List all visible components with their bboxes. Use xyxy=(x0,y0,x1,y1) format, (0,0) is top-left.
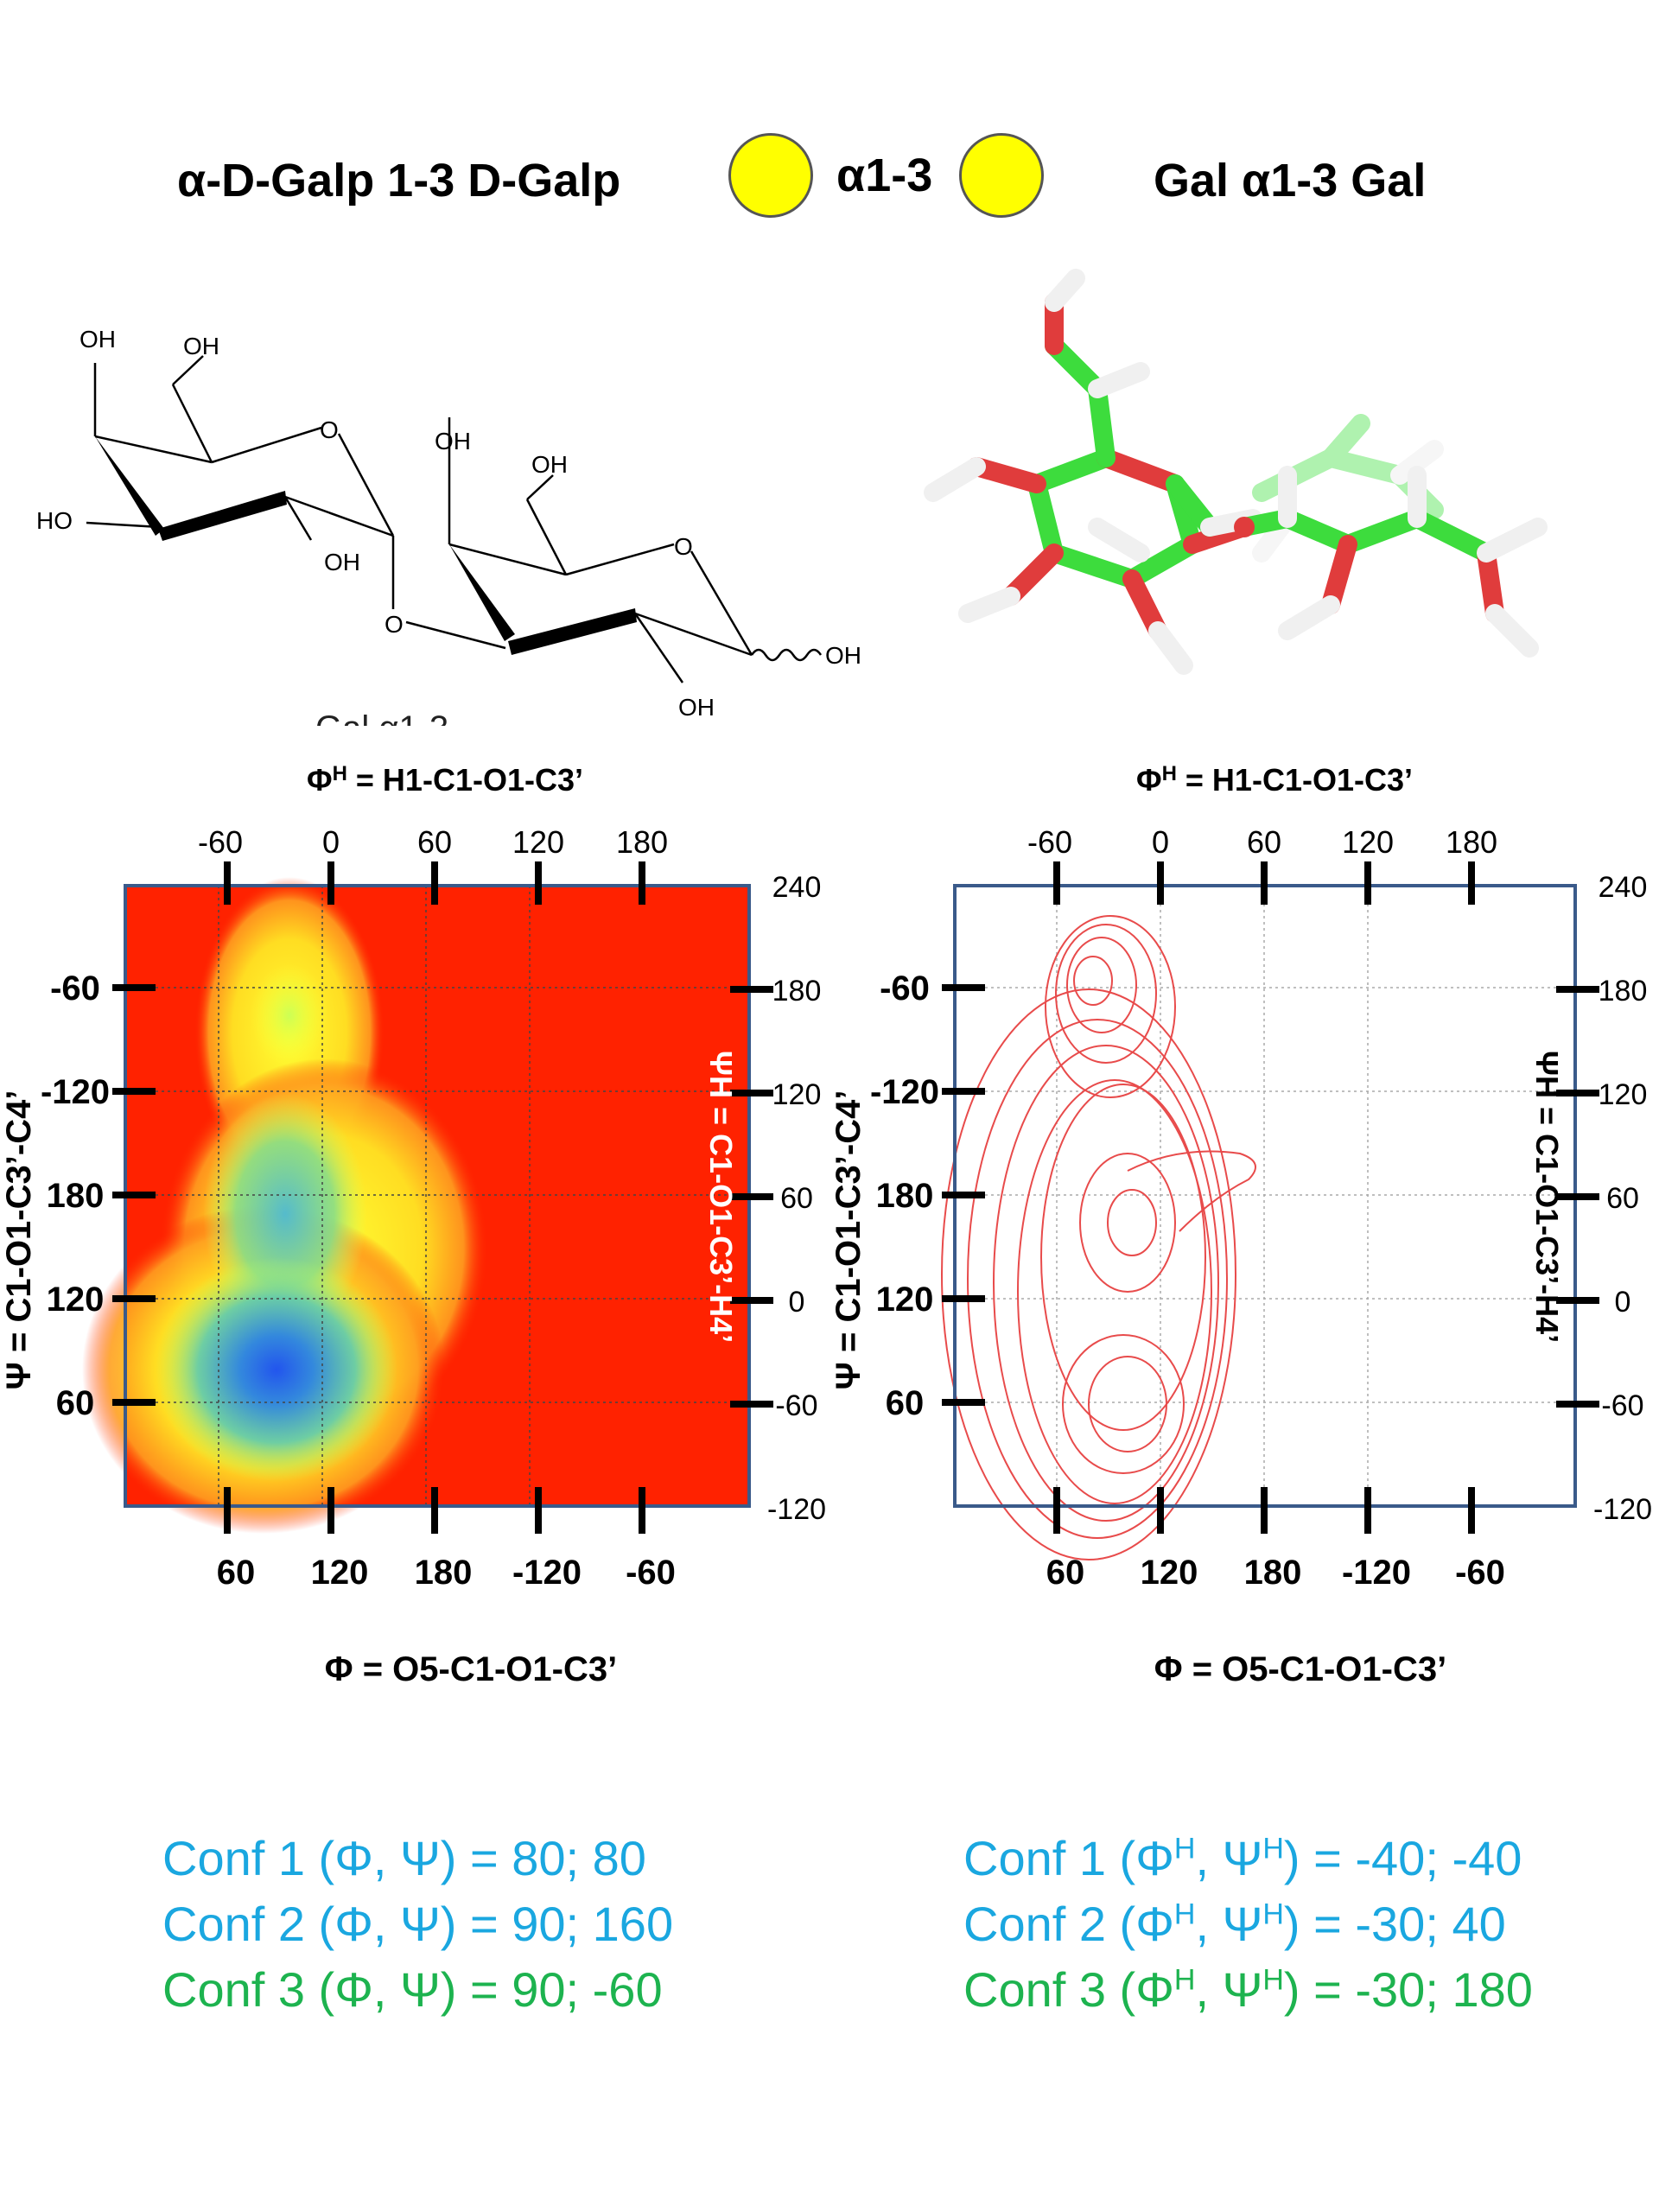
atom-label: OH xyxy=(435,428,471,454)
x-axis-label: Φ = O5-C1-O1-C3’ xyxy=(1154,1650,1446,1688)
plot-left-heatmap: -60 0 60 120 180 60 120 180 -120 -60 -60 -120 180 120… xyxy=(0,762,826,1688)
atom-label: O xyxy=(674,533,693,560)
top-axis-title: ΦH = H1-C1-O1-C3’ xyxy=(307,762,583,798)
top-tick-label: 60 xyxy=(417,824,452,860)
conf1-left: Conf 1 (Φ, Ψ) = 80; 80 xyxy=(162,1831,646,1885)
right-tick-label: 0 xyxy=(1615,1286,1631,1319)
galactose-symbol-right xyxy=(959,133,1044,218)
right-tick-label: -60 xyxy=(1601,1389,1643,1422)
conf3-right: Conf 3 (ΦH, ΨH) = -30; 180 xyxy=(963,1962,1533,2017)
contour-line xyxy=(1045,915,1176,1098)
right-tick-label: 60 xyxy=(1606,1182,1639,1215)
linkage-label: α1-3 xyxy=(836,149,933,201)
top-tick-label: 180 xyxy=(1446,824,1497,860)
heatmap-population-region xyxy=(156,1257,397,1482)
atom-label: OH xyxy=(678,694,715,721)
molecule-3d-model xyxy=(924,269,1548,675)
right-tick-label: 240 xyxy=(772,871,822,904)
left-tick-label: -60 xyxy=(880,969,930,1007)
right-tick-label: 0 xyxy=(789,1286,805,1319)
atom-label: OH xyxy=(79,326,116,353)
left-tick-label: 180 xyxy=(47,1177,105,1215)
right-tick-label: -120 xyxy=(1593,1493,1652,1526)
contour-line xyxy=(1062,1334,1185,1474)
top-tick-label: 0 xyxy=(322,824,340,860)
right-tick-label: 180 xyxy=(772,975,822,1007)
right-tick-label: 120 xyxy=(1599,1078,1648,1111)
left-tick-label: 60 xyxy=(56,1384,95,1422)
atom-label: HO xyxy=(36,507,73,534)
heatmap-population-region xyxy=(251,963,328,1067)
left-tick-label: 120 xyxy=(876,1281,934,1319)
disaccharide-short-name: Gal α1-3 Gal xyxy=(1154,155,1427,207)
right-tick-label: 60 xyxy=(780,1182,813,1215)
structure-caption: Gal α1-3 xyxy=(315,709,448,734)
right-tick-label: 180 xyxy=(1599,975,1648,1007)
top-tick-label: -60 xyxy=(1027,824,1072,860)
contour-line xyxy=(1107,1189,1157,1256)
right-tick-label: 120 xyxy=(772,1078,822,1111)
bottom-tick-label: -60 xyxy=(1455,1554,1505,1592)
left-tick-label: 180 xyxy=(876,1177,934,1215)
conf3-left: Conf 3 (Φ, Ψ) = 90; -60 xyxy=(162,1962,663,2017)
conf2-left: Conf 2 (Φ, Ψ) = 90; 160 xyxy=(162,1897,674,1951)
atom-label: O xyxy=(320,416,339,443)
y-axis-label-right: ΨH = C1-O1-C3’-H4’ xyxy=(703,1051,739,1343)
contour-line xyxy=(993,1045,1219,1522)
contour-line xyxy=(1055,924,1157,1064)
right-tick-label: -60 xyxy=(775,1389,817,1422)
bottom-tick-label: 120 xyxy=(311,1554,369,1592)
conf2-right: Conf 2 (ΦH, ΨH) = -30; 40 xyxy=(963,1897,1506,1951)
galactose-symbol-left xyxy=(728,133,813,218)
left-tick-label: -60 xyxy=(50,969,100,1007)
contour-line xyxy=(1088,1356,1167,1452)
y-axis-label-left: Ψ = C1-O1-C3’-C4’ xyxy=(0,1090,38,1390)
bottom-tick-label: -60 xyxy=(626,1554,676,1592)
contour-line xyxy=(967,1019,1228,1539)
contour-line xyxy=(1073,956,1113,1006)
right-tick-label: 240 xyxy=(1599,871,1648,904)
left-tick-label: 120 xyxy=(47,1281,105,1319)
bottom-tick-label: -120 xyxy=(1342,1554,1411,1592)
atom-label: OH xyxy=(825,642,861,669)
top-tick-label: 120 xyxy=(1342,824,1394,860)
left-tick-label: 60 xyxy=(886,1384,925,1422)
bottom-tick-label: 60 xyxy=(1046,1554,1085,1592)
contour-line xyxy=(1127,1150,1256,1232)
disaccharide-name: α-D-Galp 1-3 D-Galp xyxy=(177,155,621,207)
contour-line xyxy=(941,988,1236,1560)
top-axis-title: ΦH = H1-C1-O1-C3’ xyxy=(1136,762,1413,798)
atom-label: O xyxy=(385,611,404,638)
atom-label: OH xyxy=(324,549,360,575)
contour-line xyxy=(1017,1079,1212,1504)
chemical-structure: OH OH O HO OH OH OH O O OH OH Gal α1-3 xyxy=(36,326,861,734)
top-tick-label: -60 xyxy=(198,824,243,860)
contour-line xyxy=(1079,1153,1176,1293)
left-tick-label: -120 xyxy=(870,1073,939,1111)
top-tick-label: 120 xyxy=(512,824,564,860)
contour-line xyxy=(1040,1084,1206,1431)
plot-right-contour: -60 0 60 120 180 60 120 180 -120 -60 -60 -120 180 120… xyxy=(830,762,1652,1688)
bottom-tick-label: -120 xyxy=(512,1554,582,1592)
y-axis-label-left: Ψ = C1-O1-C3’-C4’ xyxy=(830,1090,868,1390)
atom-label: OH xyxy=(531,451,568,478)
top-tick-label: 180 xyxy=(616,824,668,860)
conf1-right: Conf 1 (ΦH, ΨH) = -40; -40 xyxy=(963,1831,1522,1885)
atom-label: OH xyxy=(183,333,219,359)
bottom-tick-label: 60 xyxy=(217,1554,256,1592)
contour-line xyxy=(1066,937,1137,1033)
bottom-tick-label: 180 xyxy=(1244,1554,1302,1592)
right-tick-label: -120 xyxy=(767,1493,826,1526)
bottom-tick-label: 120 xyxy=(1141,1554,1198,1592)
left-tick-label: -120 xyxy=(41,1073,110,1111)
x-axis-label: Φ = O5-C1-O1-C3’ xyxy=(325,1650,617,1688)
top-tick-label: 0 xyxy=(1152,824,1169,860)
top-tick-label: 60 xyxy=(1247,824,1281,860)
bottom-tick-label: 180 xyxy=(415,1554,473,1592)
y-axis-label-right: ΨH = C1-O1-C3’-H4’ xyxy=(1529,1051,1565,1343)
